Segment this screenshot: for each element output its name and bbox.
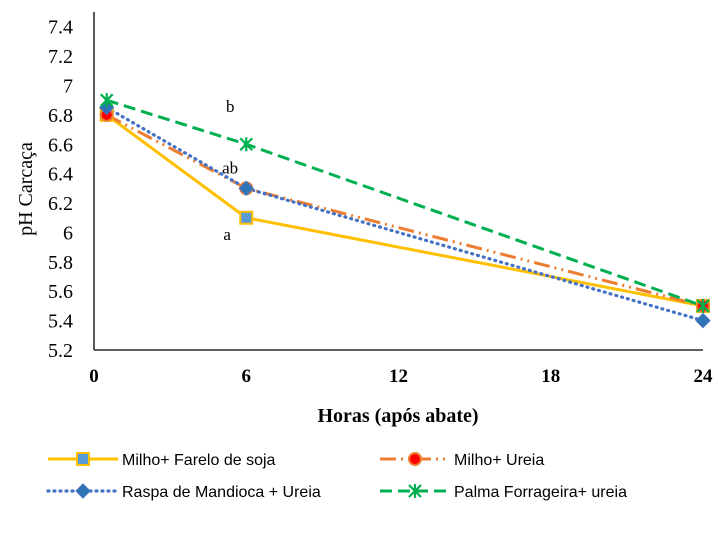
data-point [238,180,254,197]
legend: Milho+ Farelo de soja Milho+ Ureia Raspa d… [46,452,627,501]
y-tick-label: 7.2 [48,46,73,68]
y-tick-label: 6.2 [48,193,73,215]
legend-label: Palma Forrageira+ ureia [454,484,627,501]
x-axis-title: Horas (após abate) [317,405,478,427]
data-point [239,137,254,152]
data-point [695,312,711,329]
y-tick-label: 6 [63,222,73,244]
data-point [239,210,254,225]
y-tick-label: 6.8 [48,105,73,127]
significance-label: b [226,97,235,116]
data-point [696,298,710,313]
series-lines [105,98,705,323]
legend-label: Milho+ Ureia [454,452,544,469]
y-tick-label: 5.4 [48,311,73,333]
significance-label: a [223,225,231,244]
y-tick-label: 5.6 [48,281,73,303]
x-tick-label: 18 [541,366,560,387]
series-line [105,113,704,308]
annotations: b ab a [222,97,238,244]
legend-label: Raspa de Mandioca + Ureia [122,484,321,501]
legend-marker [75,483,91,499]
x-tick-label: 6 [242,366,252,387]
y-tick-label: 5.2 [48,340,73,362]
series-markers [98,93,711,329]
axes [93,12,703,351]
y-axis-title: pH Carcaça [15,142,37,236]
legend-marker [76,452,90,466]
series-line [105,113,704,308]
x-tick-label: 24 [694,366,714,387]
tick-labels: 5.2 5.4 5.6 5.8 6 6.2 6.4 6.6 6.8 7 7.2 7.4 0 6 12 18 24 [48,17,713,387]
y-tick-label: 5.8 [48,252,73,274]
y-tick-label: 6.6 [48,134,73,156]
x-tick-label: 12 [389,366,408,387]
significance-label: ab [222,159,238,178]
x-tick-label: 0 [89,366,99,387]
y-tick-label: 7 [63,75,73,97]
y-tick-label: 6.4 [48,164,73,186]
y-tick-label: 7.4 [48,17,73,39]
legend-marker [408,452,422,466]
legend-label: Milho+ Farelo de soja [122,452,276,469]
series-line [106,98,704,308]
legend-marker [408,484,422,498]
data-point [99,93,114,108]
